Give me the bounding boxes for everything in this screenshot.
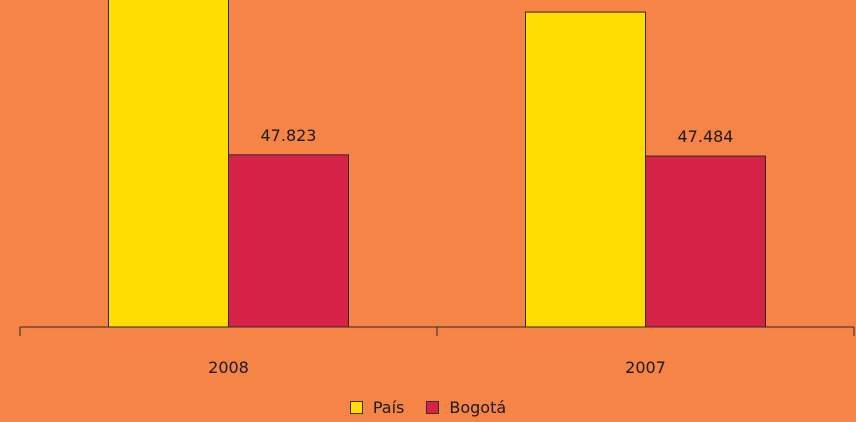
x-tick-label-2008: 2008: [208, 358, 249, 377]
data-label-pais-2007: 87.468: [558, 0, 614, 2]
bar-pais-2008: [108, 0, 229, 328]
bar-pais-2007: [525, 11, 646, 328]
bar-bogota-2007: [645, 155, 766, 328]
legend-item-bogota: Bogotá: [426, 398, 506, 417]
legend-swatch-pais: [349, 401, 363, 414]
legend-label-bogota: Bogotá: [449, 398, 507, 417]
x-tick-label-2007: 2007: [625, 358, 666, 377]
legend-swatch-bogota: [426, 401, 440, 414]
legend-label-pais: País: [372, 398, 405, 417]
legend-item-pais: País: [349, 398, 405, 417]
data-label-bogota-2008: 47.823: [261, 126, 317, 145]
bars-layer: [108, 0, 766, 328]
bar-bogota-2008: [228, 154, 349, 328]
x-axis: [19, 326, 855, 336]
legend: País Bogotá: [0, 398, 856, 417]
data-label-bogota-2007: 47.484: [678, 127, 734, 146]
